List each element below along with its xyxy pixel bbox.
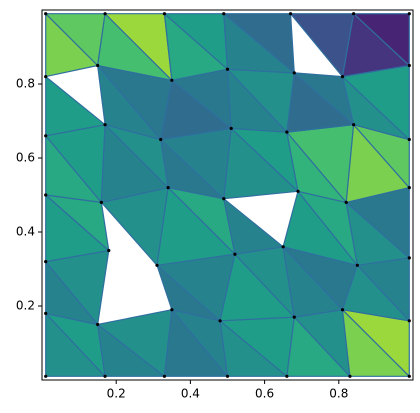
point	[355, 263, 359, 267]
point	[166, 186, 170, 190]
point	[44, 311, 48, 315]
point	[162, 374, 167, 378]
x-tick-label: 0.2	[107, 387, 126, 401]
y-tick-label: 0.4	[16, 225, 35, 239]
point	[407, 319, 411, 323]
point	[407, 63, 411, 68]
point	[44, 193, 48, 197]
point	[340, 308, 345, 312]
point	[296, 189, 300, 193]
point	[407, 186, 411, 190]
point	[44, 374, 48, 378]
point	[44, 134, 48, 138]
y-tick-label: 0.2	[16, 299, 35, 313]
point	[407, 12, 411, 16]
point	[288, 12, 293, 16]
point	[352, 123, 356, 127]
point	[162, 12, 167, 16]
point	[340, 75, 345, 79]
point	[103, 12, 107, 16]
x-tick-label: 0.8	[329, 387, 348, 401]
y-tick-label: 0.6	[16, 151, 35, 165]
point	[44, 75, 48, 79]
point	[407, 374, 411, 378]
point	[225, 67, 230, 71]
x-tick-label: 0.4	[181, 387, 200, 401]
point	[233, 252, 237, 256]
triangle	[45, 75, 106, 137]
point	[44, 260, 48, 264]
triangle	[353, 13, 410, 67]
point	[407, 256, 411, 260]
points	[44, 12, 411, 378]
point	[348, 374, 352, 378]
axes-frame	[41, 9, 414, 381]
point	[103, 374, 107, 378]
point	[99, 200, 103, 204]
point	[170, 308, 174, 312]
point	[407, 137, 411, 142]
point	[352, 12, 356, 16]
point	[103, 123, 107, 127]
point	[225, 374, 230, 378]
point	[229, 126, 233, 130]
point	[159, 137, 163, 142]
triangulation	[45, 13, 410, 377]
point	[285, 374, 289, 378]
point	[96, 322, 100, 327]
point	[44, 12, 48, 16]
triangle	[223, 198, 284, 255]
point	[222, 197, 226, 201]
point	[218, 319, 222, 323]
triangle	[223, 13, 295, 74]
point	[155, 263, 159, 267]
point	[222, 12, 226, 16]
point	[170, 78, 174, 82]
point	[292, 71, 296, 75]
point	[285, 130, 289, 134]
point	[96, 63, 100, 68]
point	[344, 200, 348, 204]
point	[281, 245, 285, 249]
y-tick-label: 0.8	[16, 77, 35, 91]
x-tick-label: 0.6	[255, 387, 274, 401]
point	[292, 315, 296, 319]
point	[107, 248, 111, 253]
